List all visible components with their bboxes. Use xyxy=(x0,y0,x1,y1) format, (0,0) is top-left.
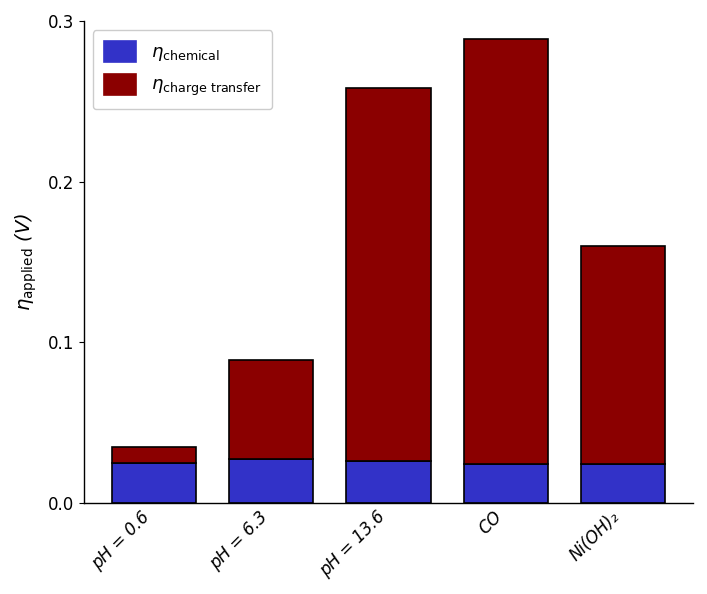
Bar xyxy=(581,465,665,503)
Bar xyxy=(112,463,196,503)
Bar xyxy=(112,447,196,463)
Bar xyxy=(229,459,313,503)
Bar xyxy=(229,360,313,459)
Bar xyxy=(464,39,548,465)
Bar xyxy=(346,461,431,503)
Bar xyxy=(346,89,431,461)
Bar xyxy=(464,465,548,503)
Y-axis label: $\eta_{\mathrm{applied}}$ (V): $\eta_{\mathrm{applied}}$ (V) xyxy=(14,213,40,311)
Bar xyxy=(581,246,665,465)
Legend: $\eta_{\mathrm{chemical}}$, $\eta_{\mathrm{charge\ transfer}}$: $\eta_{\mathrm{chemical}}$, $\eta_{\math… xyxy=(93,30,272,109)
